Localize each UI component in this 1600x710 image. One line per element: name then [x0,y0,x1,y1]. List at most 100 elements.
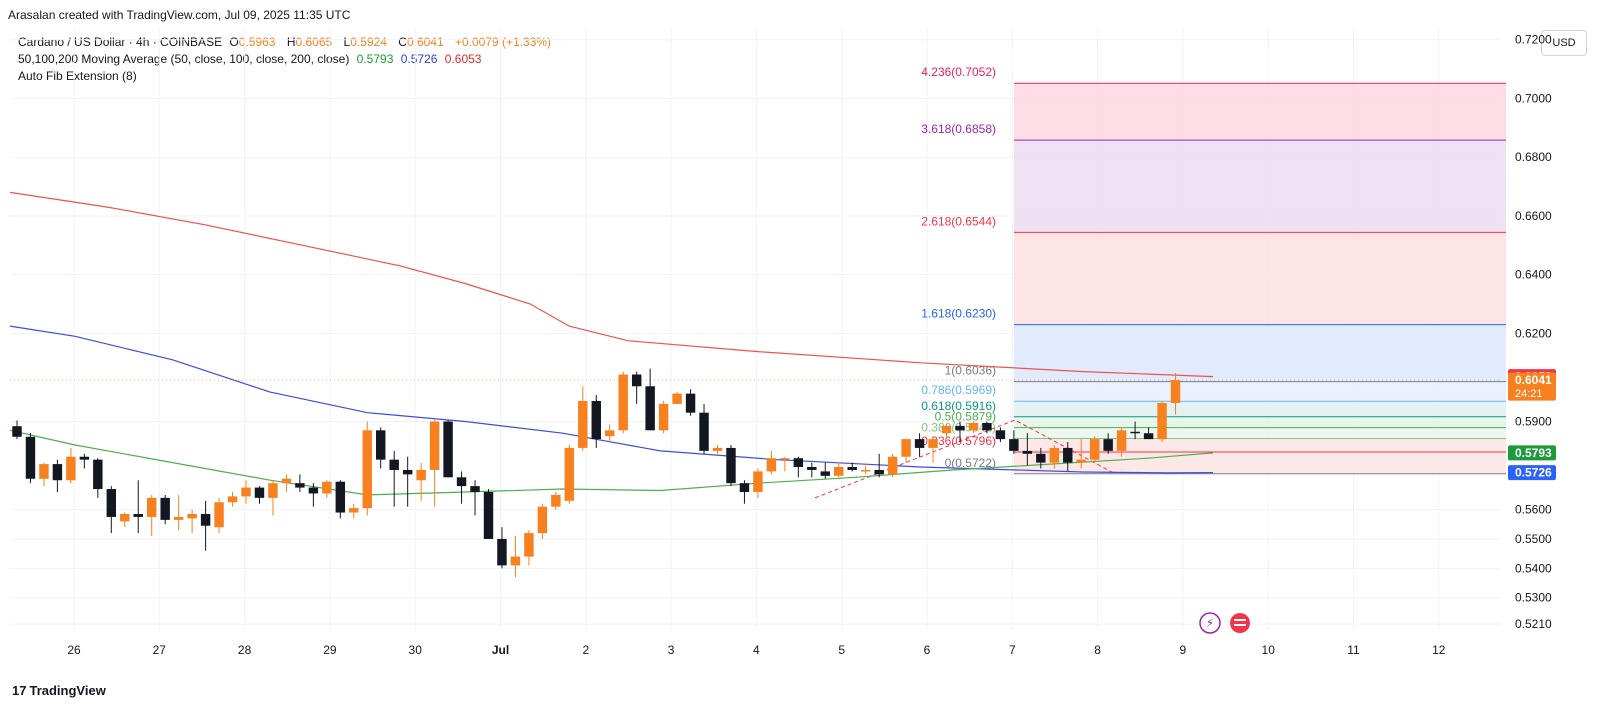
candle-body [1157,403,1167,440]
time-tick-label: 10 [1262,643,1276,657]
fib-level-label: 1.618(0.6230) [921,307,996,321]
price-tag-value: 0.5793 [1515,446,1552,460]
candle-body [712,447,723,451]
candle-body [834,467,844,476]
candle-body [578,400,588,448]
candle-body [820,471,830,476]
fib-zone [1014,381,1506,402]
candle-body [308,487,319,494]
change-value: +0.0079 (+1.33%) [454,35,552,49]
fib-level-label: 3.618(0.6858) [921,122,996,136]
candle-body [914,439,925,448]
price-tick-label: 0.7000 [1515,91,1552,105]
symbol-title[interactable]: Cardano / US Dollar · 4h · COINBASE [18,35,223,49]
ma100-line [9,325,1214,474]
price-tick-label: 0.5600 [1515,503,1552,517]
candle-body [1049,447,1060,463]
candle-body [470,486,480,492]
candle-body [322,481,332,494]
candle-body [928,439,938,448]
candle-body [241,487,251,497]
candlestick-series [12,368,1181,578]
fib-zone [1014,83,1506,141]
candle-body [807,467,817,470]
candle-body [685,393,696,413]
time-tick-label: 30 [409,643,423,657]
fib-zone [1014,438,1506,453]
close-value: 0.6041 [406,35,444,49]
candle-body [146,497,157,517]
chart-grid [10,28,1500,630]
time-tick-label: 27 [153,643,167,657]
candle-body [376,430,386,460]
low-label: L [343,35,351,49]
high-value: 0.6065 [295,35,333,49]
candle-body [133,514,143,517]
price-tag-value: 0.6053 [1515,370,1552,384]
time-tick-label: 11 [1347,643,1360,657]
fib-indicator-label[interactable]: Auto Fib Extension (8) [18,69,137,83]
time-tick-label: 9 [1180,643,1187,657]
time-tick-label: Jul [492,643,509,657]
candle-body [955,425,965,431]
ohlc-high: H0.6065 [287,35,336,49]
brand-name: TradingView [29,683,106,698]
time-tick-label: 2 [582,643,589,657]
time-tick-label: 4 [753,643,760,657]
candle-body [968,422,979,431]
ma50-line [9,429,1214,496]
candle-body [173,516,184,520]
currency-button[interactable]: USD [1541,30,1587,56]
symbol-row[interactable]: Cardano / US Dollar · 4h · COINBASE O0.5… [18,34,555,51]
price-tag [1508,465,1556,481]
candle-body [1009,439,1019,451]
ma-row[interactable]: 50,100,200 Moving Average (50, close, 10… [18,51,555,68]
candle-body [860,469,871,472]
fib-row[interactable]: Auto Fib Extension (8) [18,68,555,85]
candle-body [254,487,265,498]
candle-body [25,436,36,479]
candle-body [456,477,467,487]
candle-body [362,430,372,509]
moving-averages [9,191,1500,496]
fib-level-label: 0.5(0.5879) [935,410,996,424]
chart-icons: ⚡ [1199,612,1250,634]
price-tick-label: 0.6400 [1515,268,1552,282]
time-tick-label: 12 [1432,643,1446,657]
price-tick-label: 0.5210 [1515,617,1552,631]
candle-body [1089,439,1100,460]
tradingview-logo[interactable]: 17 TradingView [12,683,106,698]
price-tick-label: 0.5400 [1515,561,1552,575]
fib-level-label: 4.236(0.7052) [921,65,996,79]
fib-level-label: 0.236(0.5796) [921,434,996,448]
candle-body [402,469,413,475]
ma-indicator-label[interactable]: 50,100,200 Moving Average (50, close, 10… [18,52,350,66]
time-tick-label: 7 [1009,643,1016,657]
candle-body [227,496,238,503]
candle-body [564,447,575,501]
candle-body [753,471,763,492]
price-tag [1508,445,1556,461]
time-tick-label: 5 [838,643,845,657]
candle-body [483,491,494,539]
legend-panel: Cardano / US Dollar · 4h · COINBASE O0.5… [18,34,555,85]
fib-level-label: 0.618(0.5916) [921,399,996,413]
candle-body [281,478,292,484]
price-tag-value: 0.6041 [1515,373,1552,387]
price-tick-label: 0.6800 [1515,150,1552,164]
candle-body [39,464,49,479]
lightning-icon [1199,612,1221,634]
time-tick-label: 26 [67,643,81,657]
candle-body [1022,450,1033,454]
ma200-line [9,191,1214,378]
candle-body [389,459,399,470]
candle-body [443,421,453,478]
ohlc-close: C0.6041 [398,35,447,49]
candle-body [335,481,346,513]
fib-level-label: 0.786(0.5969) [921,383,996,397]
candle-body [618,374,628,431]
tradingview-logo-icon: 17 [12,683,27,698]
us-flag-icon [1230,613,1250,633]
